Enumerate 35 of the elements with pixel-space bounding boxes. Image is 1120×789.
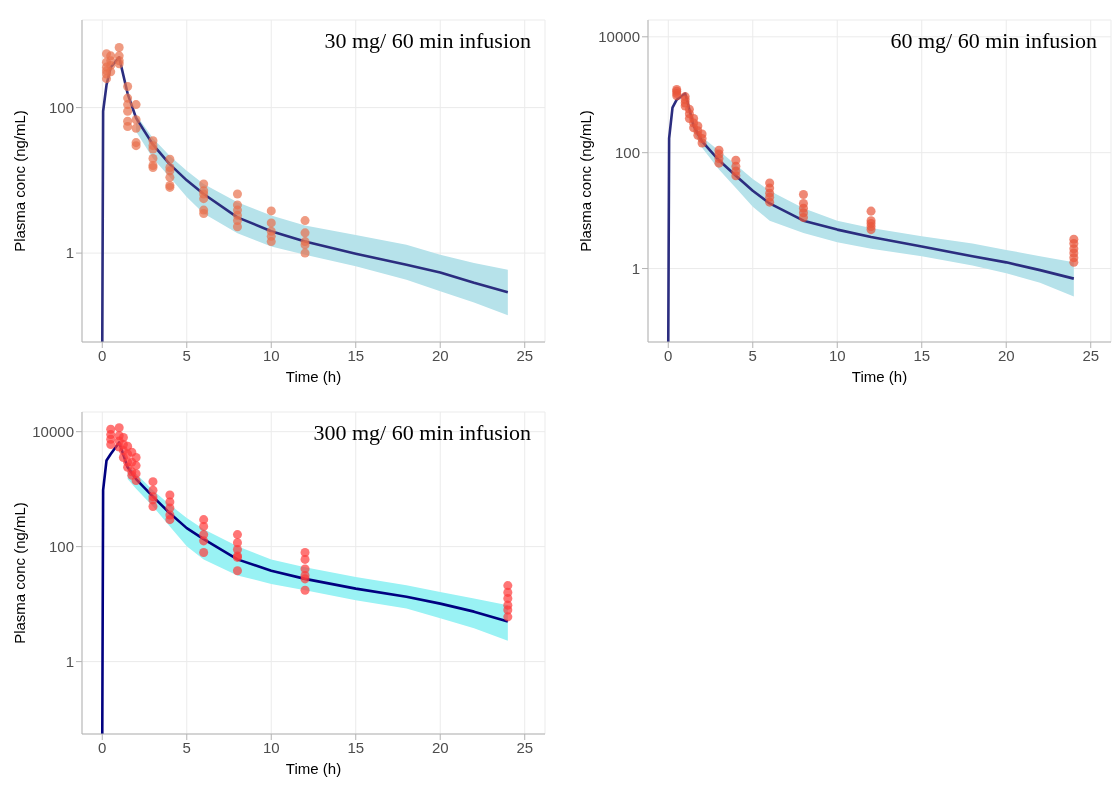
- chart-title: 30 mg/ 60 min infusion: [324, 28, 531, 54]
- x-tick-label: 0: [664, 346, 673, 364]
- y-tick-label: 10000: [32, 423, 74, 441]
- chart-title: 300 mg/ 60 min infusion: [313, 420, 531, 446]
- x-tick-label: 5: [182, 346, 191, 364]
- y-tick-label: 100: [48, 98, 74, 116]
- x-tick-label: 20: [431, 738, 449, 756]
- x-axis-title: Time (h): [285, 368, 342, 385]
- x-tick-label: 5: [182, 738, 191, 756]
- x-tick-label: 20: [431, 346, 449, 364]
- x-tick-label: 0: [98, 346, 107, 364]
- x-tick-label: 25: [1082, 346, 1100, 364]
- chart-title: 60 mg/ 60 min infusion: [890, 28, 1097, 54]
- y-tick-label: 10000: [598, 28, 640, 46]
- x-tick-label: 20: [997, 346, 1015, 364]
- y-tick-label: 1: [631, 259, 640, 277]
- y-tick-label: 1: [65, 244, 74, 262]
- x-tick-label: 25: [516, 346, 534, 364]
- y-axis-title: Plasma conc (ng/mL): [11, 502, 29, 644]
- x-tick-label: 15: [913, 346, 931, 364]
- x-tick-label: 10: [262, 346, 280, 364]
- x-tick-label: 0: [98, 738, 107, 756]
- x-tick-label: 5: [748, 346, 757, 364]
- x-tick-label: 15: [347, 346, 365, 364]
- y-axis-title: Plasma conc (ng/mL): [11, 110, 29, 252]
- x-axis-title: Time (h): [285, 760, 342, 777]
- y-tick-label: 1: [65, 652, 74, 670]
- y-axis-title: Plasma conc (ng/mL): [577, 110, 595, 252]
- x-tick-label: 10: [828, 346, 846, 364]
- x-tick-label: 15: [347, 738, 365, 756]
- x-tick-label: 25: [516, 738, 534, 756]
- y-tick-label: 100: [48, 537, 74, 555]
- x-tick-label: 10: [262, 738, 280, 756]
- x-axis-title: Time (h): [851, 368, 908, 385]
- y-tick-label: 100: [614, 144, 640, 162]
